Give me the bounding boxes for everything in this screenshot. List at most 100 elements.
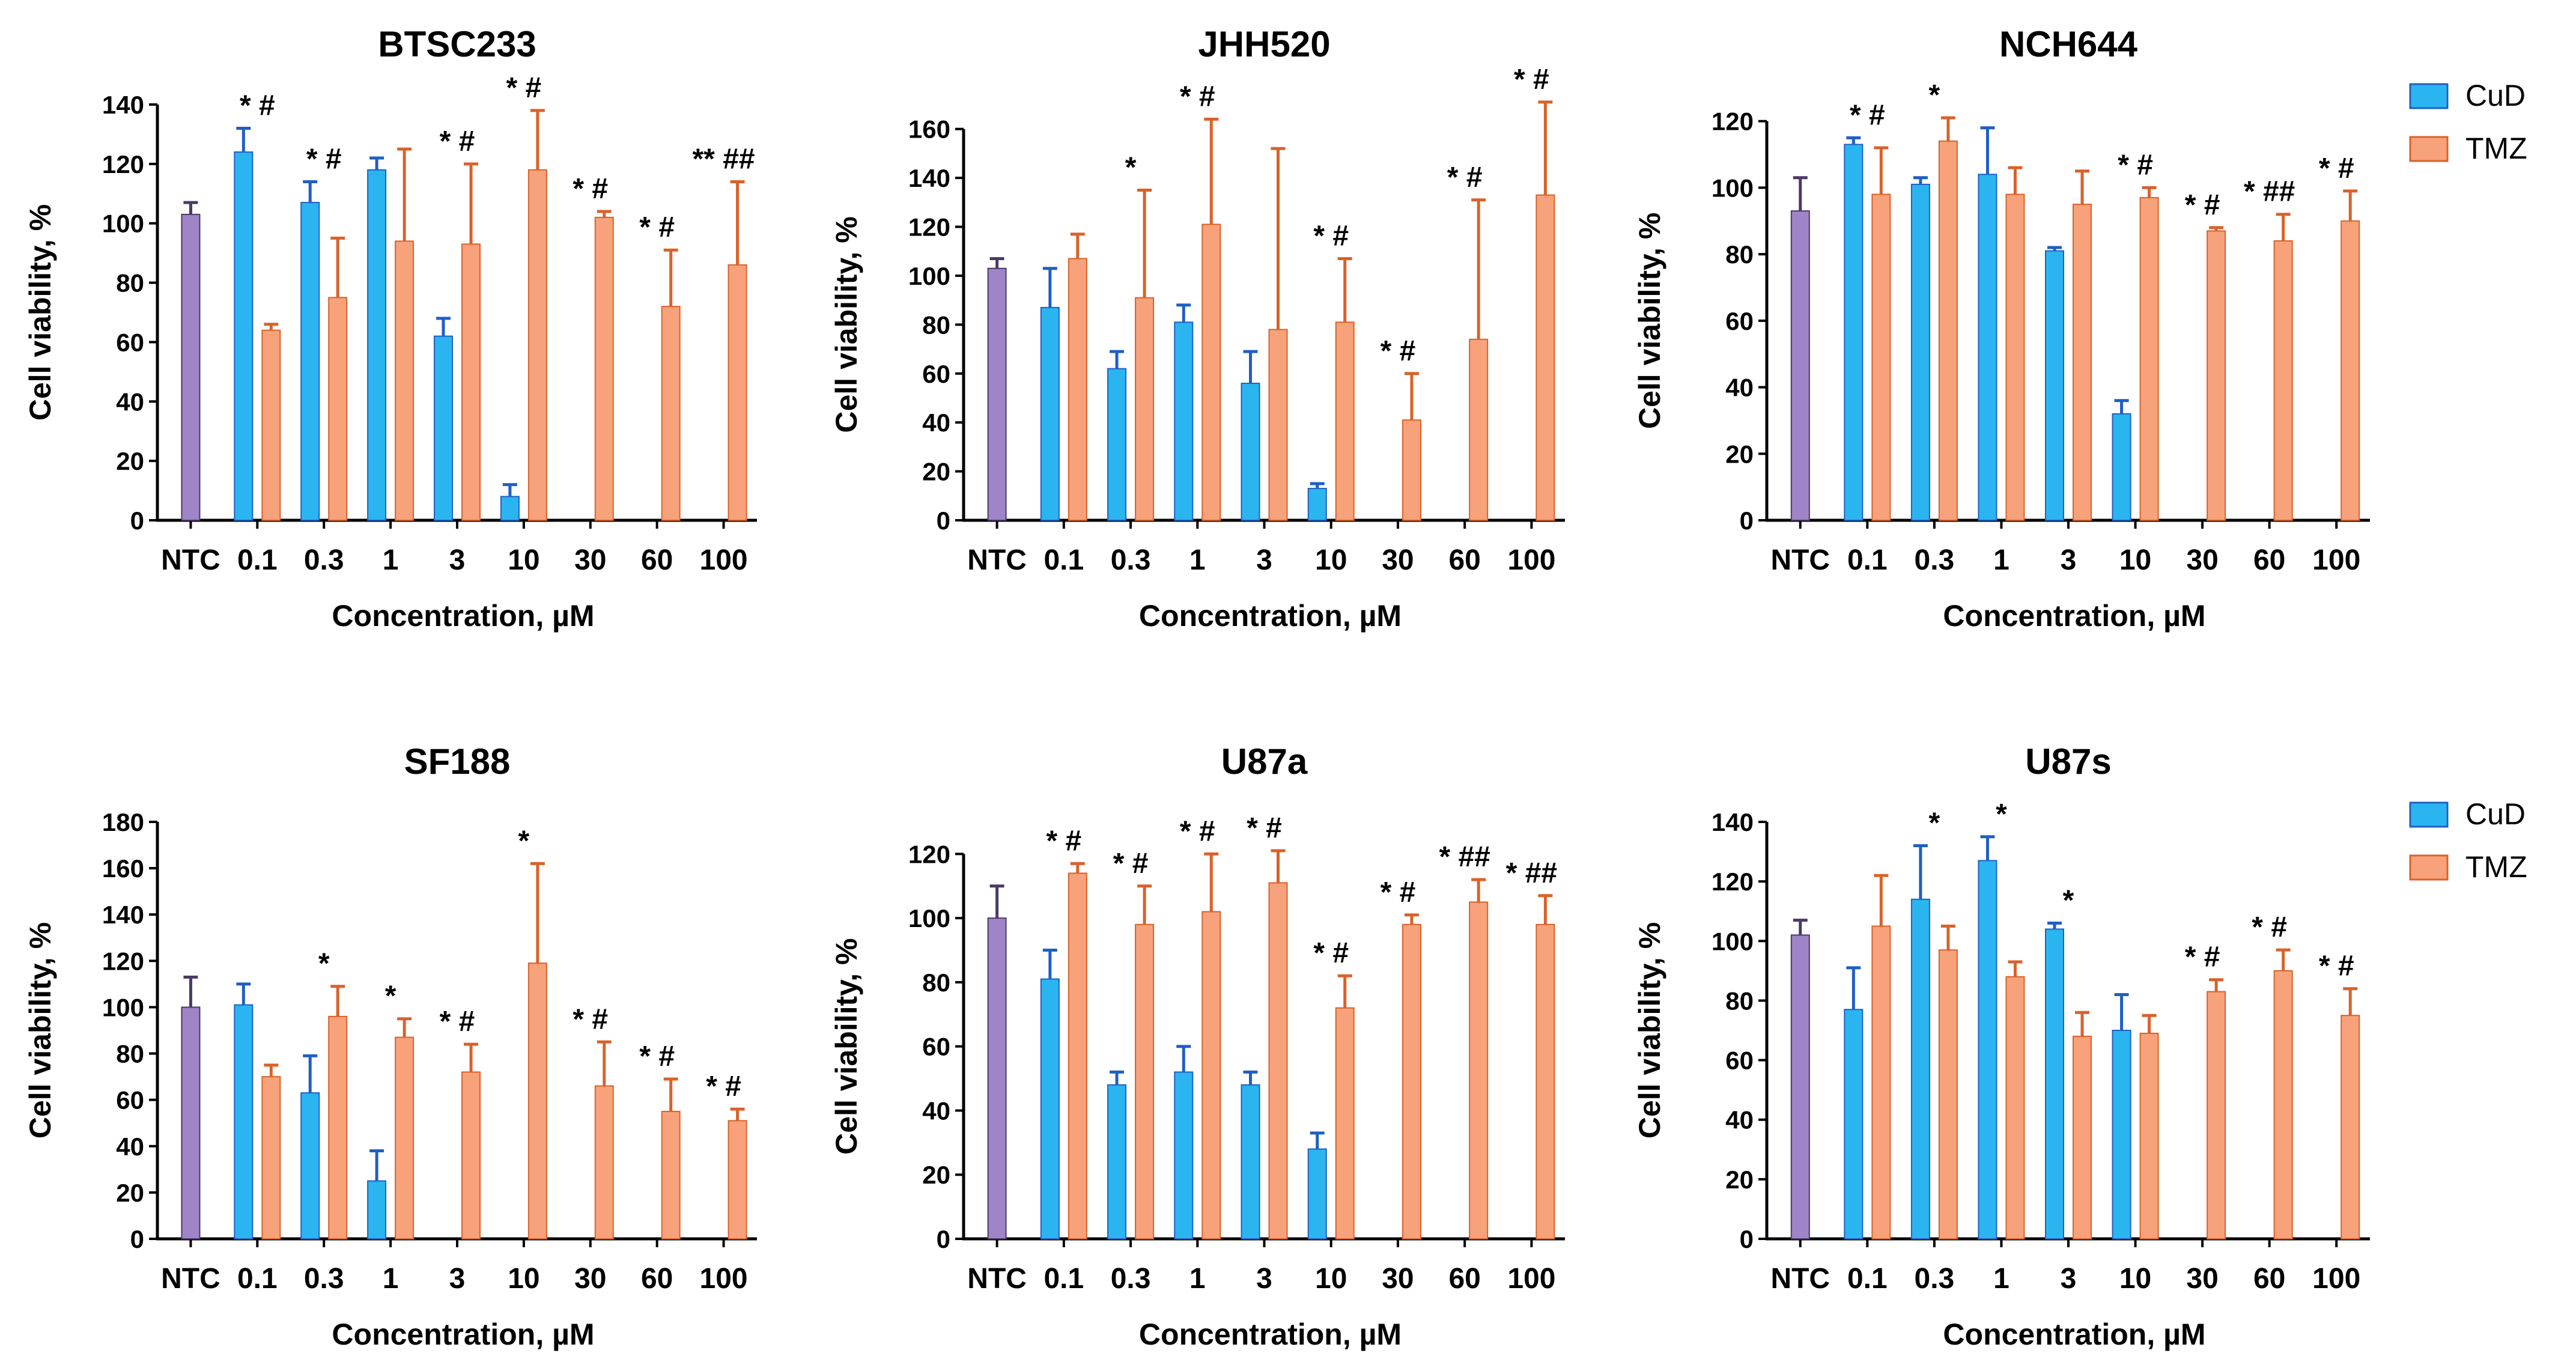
legend: CuD TMZ bbox=[2409, 79, 2527, 165]
tmz-bar bbox=[1335, 321, 1355, 521]
legend: CuD TMZ bbox=[2409, 797, 2527, 884]
x-tick-label: 100 bbox=[1507, 544, 1555, 576]
tmz-bar bbox=[395, 240, 415, 521]
x-tick-label: 60 bbox=[1448, 1263, 1480, 1295]
chart-panel-nch644: NCH644 0 20 40 60 80 100 120 NTC 0.1 0.3 1 3 10 30 60 10… bbox=[1633, 24, 2370, 633]
chart-title: SF188 bbox=[404, 741, 511, 782]
x-tick-label: 60 bbox=[641, 1263, 673, 1295]
x-tick-label: 30 bbox=[574, 1263, 606, 1295]
tmz-bar bbox=[2207, 230, 2226, 521]
x-tick-label: 1 bbox=[1189, 1263, 1206, 1295]
chart-title: U87a bbox=[1221, 741, 1308, 782]
y-tick-label: 0 bbox=[1740, 506, 1754, 535]
x-tick-label: 60 bbox=[641, 544, 673, 576]
x-tick-label: 30 bbox=[1382, 544, 1414, 576]
x-tick-label: NTC bbox=[1770, 1263, 1830, 1295]
y-tick-label: 20 bbox=[922, 1161, 950, 1189]
y-axis-label: Cell viability, % bbox=[1633, 213, 1666, 429]
significance-label: * # bbox=[573, 1003, 608, 1035]
y-tick-label: 100 bbox=[1712, 174, 1754, 202]
y-tick-label: 120 bbox=[908, 840, 950, 868]
y-tick-label: 40 bbox=[922, 409, 950, 437]
cud-bar bbox=[2112, 1030, 2131, 1239]
cud-bar bbox=[234, 151, 254, 521]
tmz-bar bbox=[2341, 1015, 2360, 1239]
significance-label: * # bbox=[639, 1041, 675, 1072]
significance-label: * # bbox=[1313, 937, 1349, 969]
x-tick-label: 100 bbox=[2312, 1263, 2360, 1295]
x-axis-label: Concentration, µM bbox=[1139, 599, 1402, 633]
x-tick-label: 1 bbox=[1189, 544, 1206, 576]
tmz-bar bbox=[261, 329, 281, 521]
significance-label: * # bbox=[2118, 149, 2153, 181]
x-tick-label: 0.1 bbox=[237, 544, 278, 576]
y-tick-label: 40 bbox=[116, 388, 144, 416]
ntc-bar bbox=[1790, 934, 1810, 1240]
tmz-bar bbox=[328, 297, 348, 521]
tmz-bar bbox=[395, 1036, 415, 1239]
y-axis-label: Cell viability, % bbox=[23, 922, 57, 1139]
cud-bar bbox=[1910, 898, 1930, 1239]
y-tick-label: 0 bbox=[130, 506, 144, 535]
y-tick-label: 20 bbox=[1725, 440, 1754, 468]
x-tick-label: 3 bbox=[449, 1263, 466, 1295]
chart-panel-u87s: U87s 0 20 40 60 80 100 120 140 NTC 0.1 0.3 1 3 10 30 60 1… bbox=[1633, 741, 2370, 1351]
cud-bar bbox=[1040, 978, 1060, 1239]
y-tick-label: 60 bbox=[1725, 307, 1754, 335]
significance-label: * # bbox=[2319, 950, 2354, 982]
tmz-bar bbox=[594, 1085, 614, 1239]
significance-label: * # bbox=[306, 144, 342, 175]
significance-label: * # bbox=[639, 211, 675, 243]
tmz-bar bbox=[527, 962, 547, 1239]
cud-bar bbox=[2045, 928, 2064, 1239]
x-tick-label: 30 bbox=[2186, 1263, 2218, 1295]
cud-bar bbox=[500, 496, 520, 521]
cud-bar bbox=[1844, 144, 1864, 521]
y-tick-label: 40 bbox=[116, 1132, 144, 1161]
tmz-bar bbox=[2005, 193, 2025, 521]
significance-label: * # bbox=[1113, 848, 1149, 880]
x-axis-label: Concentration, µM bbox=[1139, 1318, 1402, 1351]
y-tick-label: 100 bbox=[1712, 927, 1754, 955]
tmz-bar bbox=[261, 1076, 281, 1239]
y-tick-label: 100 bbox=[102, 993, 144, 1021]
x-tick-label: 1 bbox=[1993, 1263, 2009, 1295]
significance-label: * # bbox=[1381, 877, 1416, 908]
ntc-bar bbox=[987, 917, 1007, 1239]
cud-bar bbox=[434, 335, 453, 521]
cud-bar bbox=[1978, 860, 1997, 1239]
cud-bar bbox=[1241, 1084, 1260, 1240]
legend-swatch-tmz bbox=[2409, 136, 2449, 162]
tmz-bar bbox=[461, 1071, 481, 1240]
y-axis-label: Cell viability, % bbox=[830, 216, 863, 433]
x-tick-label: 3 bbox=[449, 544, 466, 576]
x-axis-label: Concentration, µM bbox=[332, 1318, 594, 1351]
tmz-bar bbox=[1536, 194, 1555, 521]
x-tick-label: 0.3 bbox=[1111, 544, 1151, 576]
significance-label: * ## bbox=[1439, 841, 1490, 873]
chart-panel-sf188: SF188 0 20 40 60 80 100 120 140 160 180 NTC 0.1 0.3 1 3… bbox=[23, 741, 757, 1351]
significance-label: * # bbox=[1514, 64, 1549, 96]
y-tick-label: 60 bbox=[1725, 1047, 1754, 1075]
y-tick-label: 80 bbox=[922, 311, 950, 339]
cud-bar bbox=[367, 1180, 387, 1239]
y-tick-label: 120 bbox=[102, 150, 144, 178]
y-tick-label: 120 bbox=[1712, 108, 1754, 136]
x-tick-label: 60 bbox=[2253, 544, 2285, 576]
significance-label: ** ## bbox=[693, 144, 755, 175]
tmz-bar bbox=[2341, 220, 2360, 521]
cud-bar bbox=[367, 169, 387, 521]
cud-bar bbox=[2045, 250, 2064, 521]
x-tick-label: 60 bbox=[1448, 544, 1480, 576]
significance-label: * bbox=[518, 825, 530, 857]
cud-bar bbox=[1241, 383, 1260, 521]
tmz-bar bbox=[1201, 911, 1221, 1239]
chart-title: BTSC233 bbox=[378, 24, 536, 64]
ntc-bar bbox=[181, 1006, 201, 1239]
y-tick-label: 0 bbox=[130, 1225, 144, 1253]
x-tick-label: 0.1 bbox=[237, 1263, 278, 1295]
significance-label: * # bbox=[1850, 99, 1885, 131]
significance-label: * bbox=[1125, 151, 1137, 183]
tmz-bar bbox=[2073, 1035, 2092, 1240]
